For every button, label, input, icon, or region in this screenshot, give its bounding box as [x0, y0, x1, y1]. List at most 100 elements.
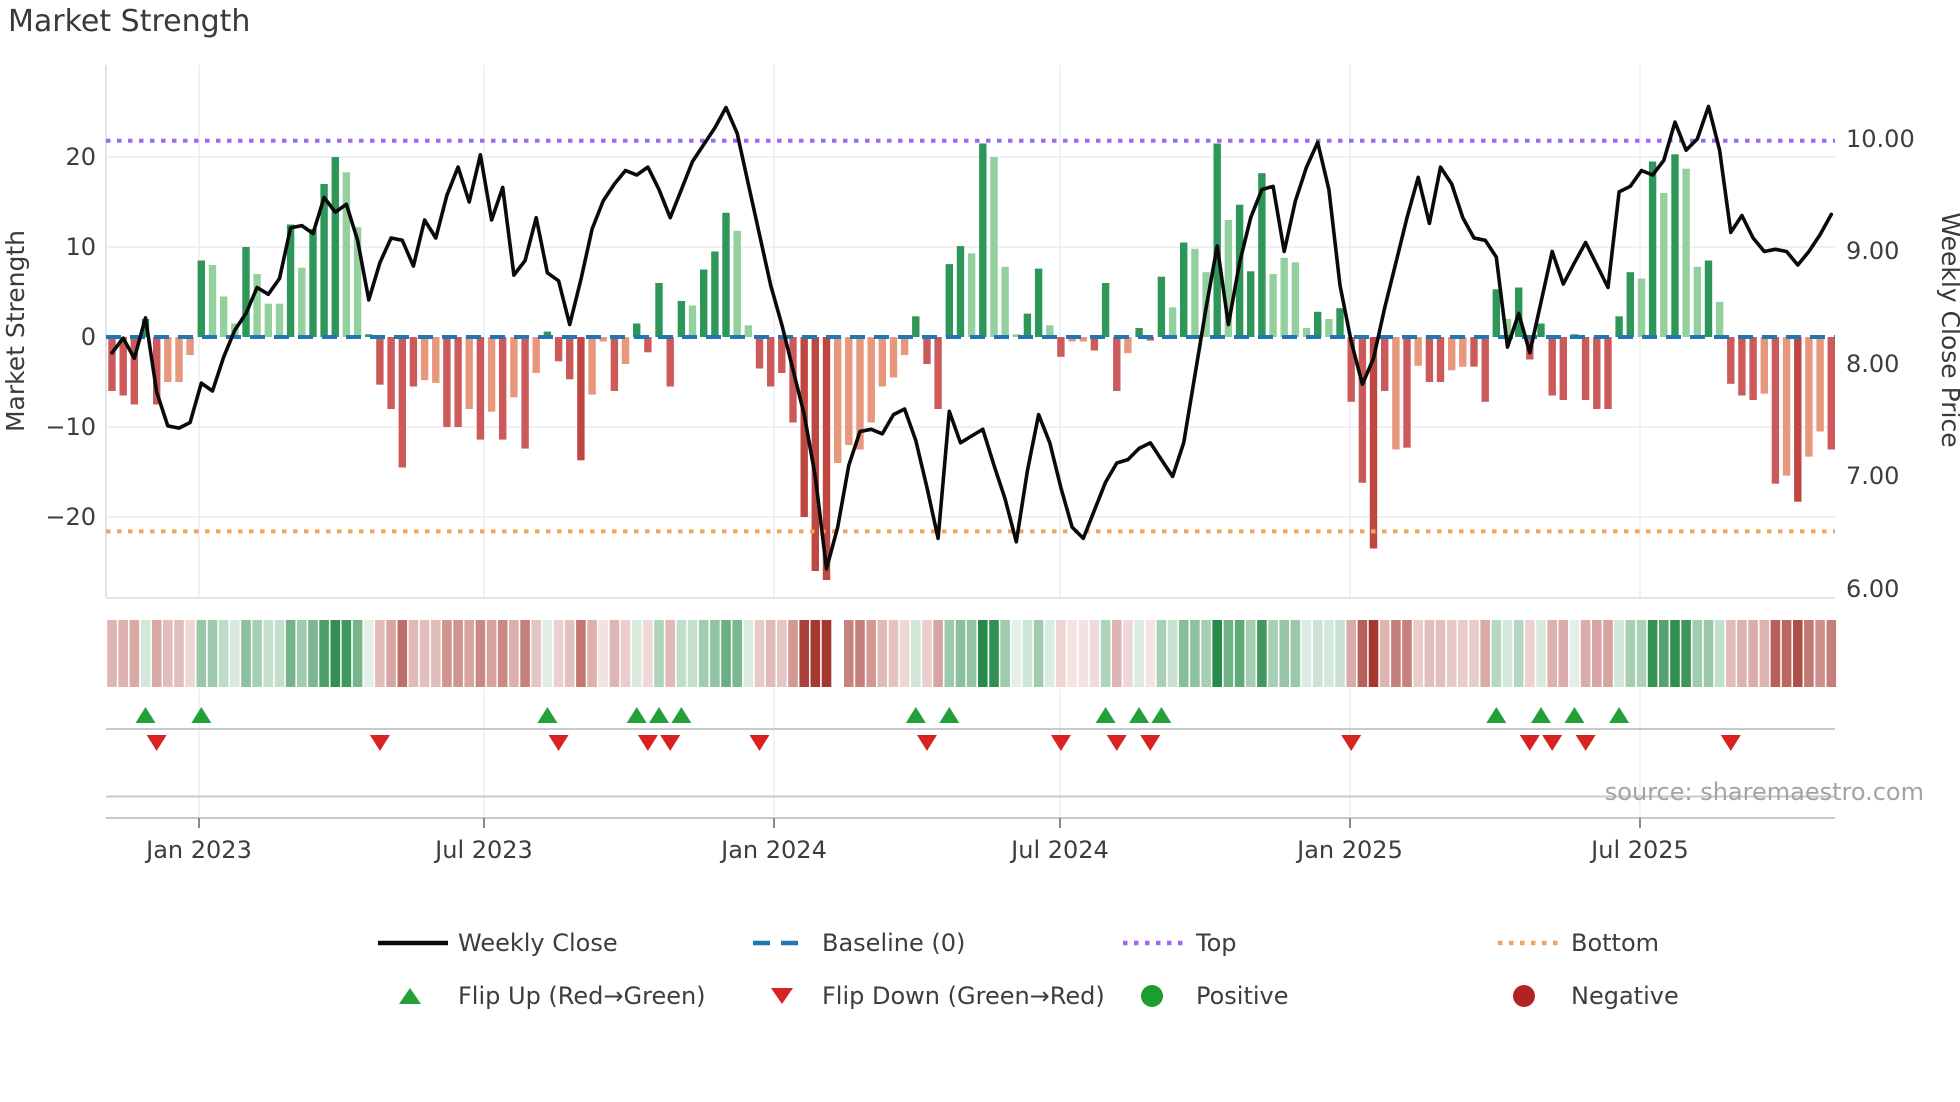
flip-marker-panel	[106, 707, 1835, 828]
heatmap-cell	[877, 620, 888, 687]
strength-bar-negative	[822, 337, 831, 580]
strength-bar-positive	[1034, 268, 1043, 337]
legend-flip-down-label: Flip Down (Green→Red)	[822, 982, 1105, 1010]
heatmap-cell	[564, 620, 575, 687]
heatmap-cell	[218, 620, 229, 687]
heatmap-cell	[911, 620, 921, 687]
flip-up-marker	[1564, 707, 1585, 723]
strength-bar-positive	[1269, 274, 1277, 337]
strength-bar-positive	[722, 212, 730, 337]
legend-flip-up-label: Flip Up (Red→Green)	[458, 982, 706, 1010]
flip-down-marker	[660, 735, 681, 751]
heatmap-cell	[1100, 620, 1111, 687]
x-tick-jul-2023: Jul 2023	[433, 836, 533, 864]
strength-bar-negative	[1403, 337, 1411, 448]
strength-bar-negative	[376, 337, 384, 385]
heatmap-cell	[665, 620, 675, 687]
heatmap-cell	[207, 620, 218, 687]
heatmap-cell	[1413, 620, 1423, 687]
strength-bar-positive	[990, 157, 998, 337]
heatmap-cell	[598, 620, 608, 687]
flip-down-marker	[146, 735, 167, 751]
heatmap-cell	[1737, 620, 1747, 687]
strength-bar-negative	[1581, 337, 1590, 400]
strength-bar-positive	[979, 143, 987, 337]
strength-bar-negative	[778, 337, 786, 373]
strength-bar-positive	[1247, 271, 1255, 337]
strength-bar-negative	[1805, 337, 1813, 457]
heatmap-cell	[1826, 620, 1837, 687]
strength-bar-negative	[834, 337, 842, 463]
heatmap-cell	[352, 620, 363, 687]
strength-bar-negative	[432, 337, 440, 383]
heatmap-cell	[163, 620, 173, 687]
heatmap-cell	[1045, 620, 1055, 687]
heatmap-cell	[788, 620, 798, 687]
heatmap-cell	[1212, 620, 1222, 687]
strength-bar-negative	[1738, 337, 1746, 396]
x-axis-ticks: Jan 2023 Jul 2023 Jan 2024 Jul 2024 Jan …	[144, 836, 1689, 864]
flip-down-marker	[1720, 735, 1741, 751]
strength-bar-negative	[1794, 337, 1802, 502]
strength-bar-positive	[1314, 311, 1322, 337]
flip-up-marker	[939, 707, 960, 723]
heatmap-cell	[989, 620, 999, 687]
heatmap-cell	[710, 620, 720, 687]
heatmap-cell	[1435, 620, 1446, 687]
heatmap-cell	[274, 620, 285, 687]
strength-bar-negative	[1068, 337, 1076, 342]
heatmap-cell	[308, 620, 318, 687]
strength-bar-negative	[811, 337, 819, 571]
strength-bar-positive	[197, 260, 205, 337]
strength-bar-positive	[331, 157, 339, 337]
heatmap-cell	[1748, 620, 1758, 687]
heatmap-cell	[341, 620, 352, 687]
strength-bar-positive	[1023, 313, 1032, 337]
right-tick-7: 7.00	[1846, 462, 1899, 490]
strength-bar-negative	[1392, 337, 1400, 450]
heatmap-cell	[1123, 620, 1133, 687]
legend: Weekly Close Baseline (0) Top Bottom Fli…	[378, 929, 1679, 1010]
heatmap-cell	[1178, 620, 1189, 687]
strength-bar-positive	[1046, 325, 1054, 337]
strength-bars	[108, 143, 1835, 580]
strength-bar-negative	[1727, 337, 1735, 384]
strength-bar-negative	[878, 337, 886, 387]
right-axis-title: Weekly Close Price	[1936, 212, 1960, 447]
strength-bar-negative	[499, 337, 507, 440]
heatmap-cell	[364, 620, 374, 687]
strength-bar-positive	[1671, 154, 1679, 337]
strength-bar-positive	[744, 325, 752, 337]
strength-bar-negative	[1436, 337, 1445, 382]
flip-down-marker	[637, 735, 658, 751]
strength-bar-negative	[1459, 337, 1467, 367]
heatmap-cell	[754, 620, 765, 687]
strength-bar-positive	[677, 301, 686, 337]
strength-bar-negative	[867, 337, 875, 423]
strength-bar-positive	[655, 283, 663, 337]
heatmap-cell	[1424, 620, 1435, 687]
heatmap-cell	[1391, 620, 1401, 687]
x-tick-jan-2023: Jan 2023	[144, 836, 252, 864]
left-axis-title: Market Strength	[1, 230, 30, 432]
heatmap-cell	[1513, 620, 1524, 687]
strength-bar-negative	[666, 337, 674, 387]
flip-up-marker	[905, 707, 926, 723]
strength-bar-positive	[688, 305, 697, 337]
heatmap-cell	[475, 620, 486, 687]
heatmap-cell	[1625, 620, 1636, 687]
heatmap-cell	[643, 620, 653, 687]
heatmap-cell	[1692, 620, 1703, 687]
strength-bar-negative	[487, 337, 496, 412]
strength-bar-negative	[164, 337, 172, 382]
heatmap-cell	[1793, 620, 1803, 687]
heatmap-cell	[698, 620, 709, 687]
heatmap-cell	[1614, 620, 1624, 687]
heatmap-cell	[1368, 620, 1379, 687]
strength-bar-positive	[1291, 262, 1300, 337]
strength-bar-negative	[510, 337, 518, 398]
strength-bar-positive	[208, 265, 217, 337]
strength-bar-negative	[554, 337, 563, 362]
heatmap-cell	[151, 620, 162, 687]
